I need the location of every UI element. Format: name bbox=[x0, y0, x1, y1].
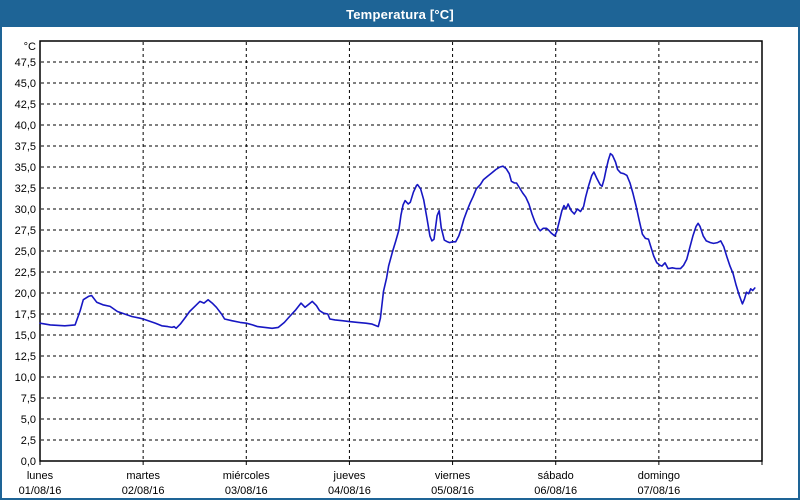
title-bar: Temperatura [°C] bbox=[2, 2, 798, 27]
chart-area: 0,0 2,5 5,0 7,5 10,0 12,5 15,0 17,5 20,0 22,5 25,0… bbox=[2, 27, 798, 498]
y-tick-label: 22,5 bbox=[15, 267, 36, 279]
day-name-label: sábado bbox=[538, 470, 574, 482]
y-tick-label: 45,0 bbox=[15, 78, 36, 90]
y-tick-label: 15,0 bbox=[15, 330, 36, 342]
day-date-label: 05/08/16 bbox=[431, 485, 474, 497]
day-name-label: viernes bbox=[435, 470, 471, 482]
day-name-label: lunes bbox=[27, 470, 54, 482]
y-tick-label: 7,5 bbox=[21, 393, 36, 405]
day-name-label: martes bbox=[126, 470, 160, 482]
gridlines bbox=[41, 42, 761, 460]
page-title: Temperatura [°C] bbox=[346, 7, 454, 22]
y-tick-label: 30,0 bbox=[15, 204, 36, 216]
y-tick-label: 5,0 bbox=[21, 414, 36, 426]
temperature-line bbox=[39, 152, 756, 330]
y-tick-label: 0,0 bbox=[21, 456, 36, 468]
day-name-label: jueves bbox=[333, 470, 366, 482]
y-tick-label: 10,0 bbox=[15, 372, 36, 384]
y-tick-label: 42,5 bbox=[15, 99, 36, 111]
day-date-label: 02/08/16 bbox=[122, 485, 165, 497]
day-date-label: 06/08/16 bbox=[534, 485, 577, 497]
y-axis-labels: 0,0 2,5 5,0 7,5 10,0 12,5 15,0 17,5 20,0 22,5 25,0… bbox=[15, 41, 36, 468]
day-date-label: 03/08/16 bbox=[225, 485, 268, 497]
y-tick-label: 35,0 bbox=[15, 162, 36, 174]
temperature-chart: 0,0 2,5 5,0 7,5 10,0 12,5 15,0 17,5 20,0 22,5 25,0… bbox=[15, 40, 763, 497]
y-tick-label: 27,5 bbox=[15, 225, 36, 237]
y-tick-label: 25,0 bbox=[15, 246, 36, 258]
y-unit-label: °C bbox=[24, 41, 36, 53]
day-date-label: 01/08/16 bbox=[19, 485, 62, 497]
y-tick-label: 2,5 bbox=[21, 435, 36, 447]
y-tick-label: 20,0 bbox=[15, 288, 36, 300]
day-name-label: domingo bbox=[638, 470, 680, 482]
x-axis-labels: lunes 01/08/16 martes 02/08/16 miércoles 03/0… bbox=[19, 470, 681, 497]
day-date-label: 07/08/16 bbox=[637, 485, 680, 497]
y-tick-label: 37,5 bbox=[15, 141, 36, 153]
day-name-label: miércoles bbox=[223, 470, 271, 482]
y-tick-label: 17,5 bbox=[15, 309, 36, 321]
y-tick-label: 40,0 bbox=[15, 120, 36, 132]
x-axis-ticks bbox=[39, 461, 763, 465]
y-tick-label: 32,5 bbox=[15, 183, 36, 195]
y-tick-label: 47,5 bbox=[15, 57, 36, 69]
y-tick-label: 12,5 bbox=[15, 351, 36, 363]
day-date-label: 04/08/16 bbox=[328, 485, 371, 497]
